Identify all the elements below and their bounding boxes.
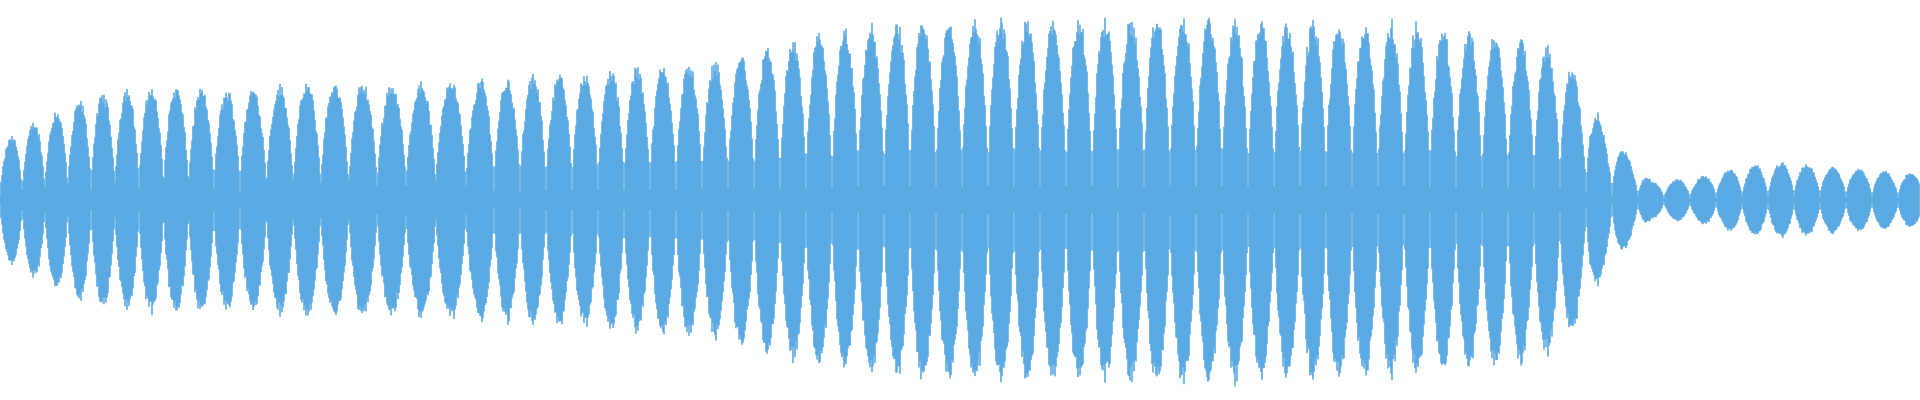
- waveform-samples: [0, 17, 1920, 387]
- waveform-path: [0, 17, 1920, 387]
